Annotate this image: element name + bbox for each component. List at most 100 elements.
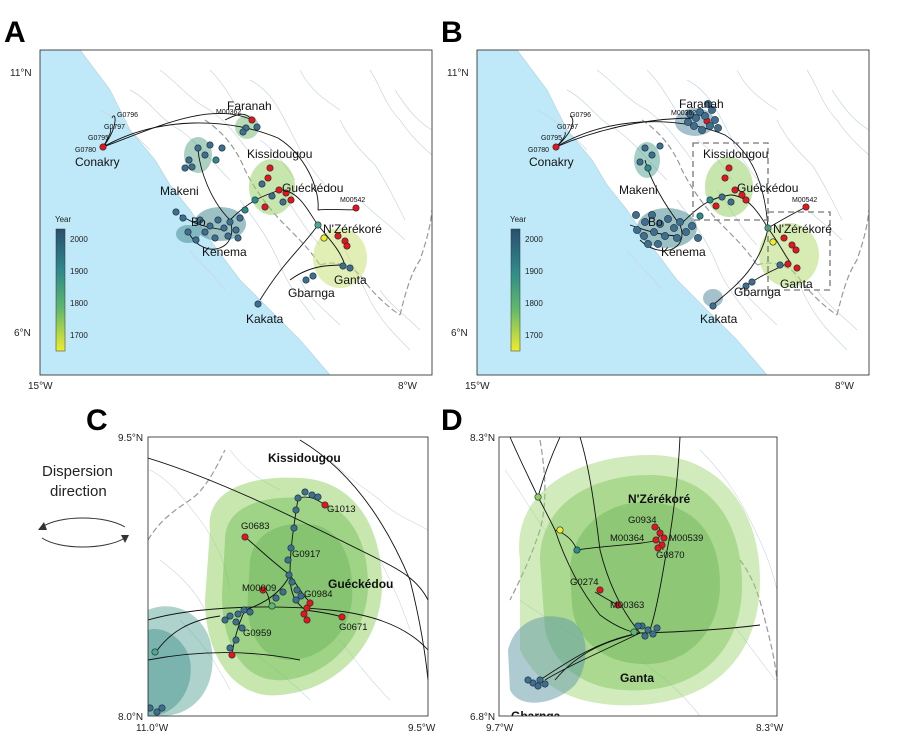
panel-d-lat-bottom: 6.8°N [470, 712, 495, 723]
zoom-box-d [767, 211, 831, 291]
label-m00542: M00542 [792, 197, 817, 204]
panel-a-letter: A [4, 16, 26, 49]
panel-a-lat-bottom: 6°N [14, 328, 31, 339]
dispersion-arrowhead-right [121, 535, 129, 543]
label-conakry: Conakry [529, 155, 574, 169]
legend-title: Year [510, 215, 527, 224]
panel-d-nodes [524, 493, 668, 690]
dispersion-arrow-bottom [41, 537, 126, 548]
label-kenema: Kenema [202, 245, 247, 259]
label-m00364: M00364 [610, 533, 644, 544]
panel-b-nodes [552, 100, 810, 310]
panel-b-zoom-boxes [692, 142, 831, 291]
panel-b-legend: Year 2000 1900 1800 1700 [510, 215, 543, 352]
label-faranah: Faranah [679, 97, 724, 111]
label-m00539: M00539 [669, 533, 703, 544]
label-g0683: G0683 [241, 521, 270, 532]
label-g0796: G0796 [117, 112, 138, 119]
panel-c-lat-bottom: 8.0°N [118, 712, 143, 723]
label-g0959: G0959 [243, 628, 272, 639]
label-conakry: Conakry [75, 155, 120, 169]
label-ganta: Ganta [334, 273, 367, 287]
label-g0797: G0797 [104, 124, 125, 131]
label-bo: Bo [648, 215, 663, 229]
panel-b-lat-top: 11°N [447, 68, 469, 79]
panel-d-lon-right: 8.3°W [756, 723, 784, 734]
label-g0870: G0870 [656, 550, 685, 561]
legend-colorbar [55, 228, 66, 352]
label-gueckedou: Guéckédou [328, 577, 393, 591]
panel-b: B [441, 16, 870, 392]
label-g0780: G0780 [528, 147, 549, 154]
label-kissidougou: Kissidougou [247, 147, 312, 161]
panel-c-lon-right: 9.5°W [408, 723, 436, 734]
label-g0671: G0671 [339, 622, 368, 633]
label-kissidougou: Kissidougou [703, 147, 768, 161]
panel-b-lon-left: 15°W [465, 381, 490, 392]
label-g0780: G0780 [75, 147, 96, 154]
panel-b-letter: B [441, 16, 463, 49]
panel-b-frame [476, 49, 870, 376]
legend-tick-1800: 1800 [70, 299, 88, 308]
label-gueckedou: Guéckédou [737, 181, 798, 195]
panel-c-frame [147, 436, 429, 717]
panel-d-lat-top: 8.3°N [470, 433, 495, 444]
panel-d-frame [498, 436, 778, 717]
dispersion-legend: Dispersion direction [38, 463, 129, 548]
legend-tick-2000: 2000 [525, 235, 543, 244]
label-m00363: M00363 [610, 600, 644, 611]
label-g0795: G0795 [88, 135, 109, 142]
legend-tick-2000: 2000 [70, 235, 88, 244]
panel-d-labels: N'Zérékoré Ganta Gbarnga G0934 M00364 M0… [511, 492, 703, 723]
legend-tick-1700: 1700 [70, 331, 88, 340]
label-nzerekore: N'Zérékoré [323, 222, 382, 236]
label-nzerekore: N'Zérékoré [773, 222, 832, 236]
panel-a-nodes [99, 116, 360, 308]
panel-c-lon-left: 11.0°W [136, 723, 169, 734]
label-g0796: G0796 [570, 112, 591, 119]
panel-a-map: Conakry Faranah Kissidougou Makeni Guéck… [40, 50, 432, 375]
panel-a: A [4, 16, 433, 392]
panel-c-labels: Kissidougou Guéckédou G1013 G0683 G0917 … [241, 451, 393, 639]
panel-d-map: N'Zérékoré Ganta Gbarnga G0934 M00364 M0… [499, 437, 777, 723]
panel-c-hpd-regions [148, 477, 383, 716]
panel-c-letter: C [86, 404, 108, 437]
dispersion-label-line2: direction [50, 483, 107, 500]
label-faranah: Faranah [227, 99, 272, 113]
panel-c-lat-top: 9.5°N [118, 433, 143, 444]
label-gueckedou: Guéckédou [282, 181, 343, 195]
dispersion-label-line1: Dispersion [42, 463, 113, 480]
dispersion-arrow-top [41, 517, 126, 528]
label-g0795: G0795 [541, 135, 562, 142]
legend-colorbar [510, 228, 521, 352]
dispersion-arrowhead-left [38, 522, 47, 530]
label-gbarnga: Gbarnga [288, 286, 335, 300]
label-m00542: M00542 [340, 197, 365, 204]
label-m00362: M00362 [216, 109, 241, 116]
panel-a-labels: Conakry Faranah Kissidougou Makeni Guéck… [75, 99, 382, 326]
label-kakata: Kakata [246, 312, 284, 326]
panel-b-labels: Conakry Faranah Kissidougou Makeni Guéck… [528, 97, 832, 326]
panel-c-map: Kissidougou Guéckédou G1013 G0683 G0917 … [148, 437, 428, 716]
panel-a-lon-right: 8°W [398, 381, 418, 392]
label-m00362: M00362 [671, 110, 696, 117]
panel-a-lat-top: 11°N [10, 68, 32, 79]
label-bo: Bo [191, 215, 206, 229]
legend-tick-1900: 1900 [70, 267, 88, 276]
label-gbarnga: Gbarnga [511, 709, 561, 723]
panel-b-lon-right: 8°W [835, 381, 855, 392]
label-gbarnga: Gbarnga [734, 285, 781, 299]
label-g0934: G0934 [628, 515, 657, 526]
label-kenema: Kenema [661, 245, 706, 259]
panel-d: D [441, 404, 784, 734]
label-g1013: G1013 [327, 504, 356, 515]
panel-c-nodes [148, 488, 346, 716]
label-nzerekore: N'Zérékoré [628, 492, 691, 506]
legend-tick-1700: 1700 [525, 331, 543, 340]
label-kakata: Kakata [700, 312, 738, 326]
label-m00009: M00009 [242, 583, 276, 594]
label-g0984: G0984 [304, 589, 333, 600]
label-g0274: G0274 [570, 577, 599, 588]
panel-d-letter: D [441, 404, 463, 437]
